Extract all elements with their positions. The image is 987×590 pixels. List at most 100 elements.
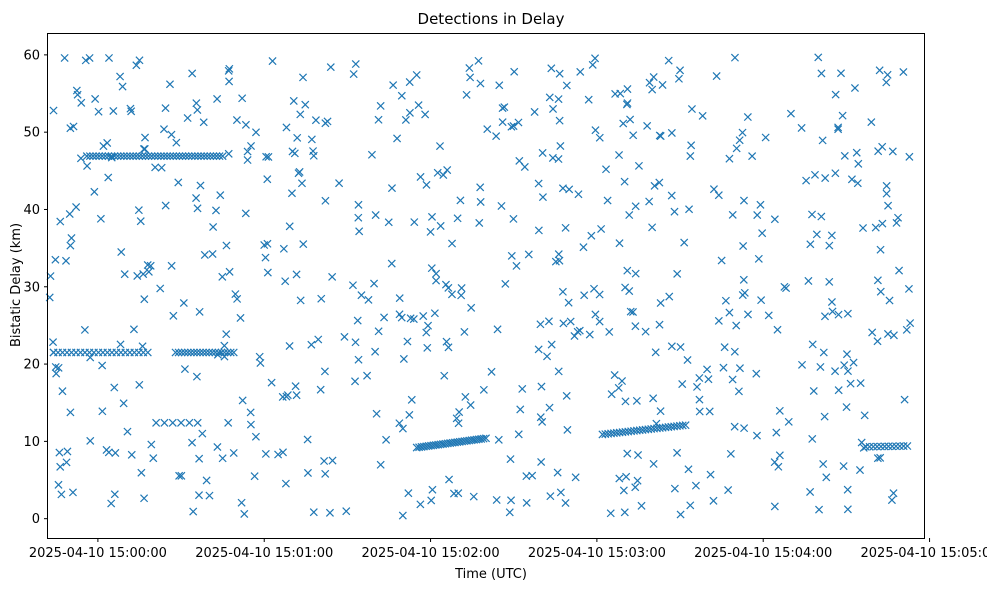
data-point	[69, 122, 78, 131]
data-point	[387, 184, 396, 193]
data-point	[752, 431, 761, 440]
data-point	[770, 502, 779, 511]
data-point	[263, 175, 272, 184]
data-point	[676, 510, 685, 519]
data-point	[241, 209, 250, 218]
data-point	[649, 394, 658, 403]
data-point	[509, 122, 518, 131]
data-point	[882, 78, 891, 87]
data-point	[888, 147, 897, 156]
data-point	[874, 147, 883, 156]
data-point	[224, 418, 233, 427]
data-point	[522, 498, 531, 507]
data-point	[139, 145, 148, 154]
data-point	[193, 105, 202, 114]
data-point	[177, 348, 186, 357]
data-point	[462, 90, 471, 99]
data-point	[296, 110, 305, 119]
data-point	[556, 141, 565, 151]
data-point	[146, 261, 155, 270]
data-point	[104, 53, 114, 62]
data-point	[159, 125, 169, 134]
data-point	[562, 81, 571, 90]
data-point	[847, 175, 856, 184]
data-point	[255, 352, 264, 361]
data-point	[804, 276, 813, 285]
data-point	[101, 152, 110, 161]
data-point	[563, 425, 572, 434]
data-point	[545, 93, 554, 102]
data-point	[725, 308, 734, 317]
data-point	[831, 367, 840, 376]
data-point	[67, 234, 76, 243]
data-point	[439, 170, 448, 180]
data-point	[858, 224, 868, 233]
data-point	[850, 83, 859, 93]
data-point	[584, 95, 593, 104]
data-point	[605, 327, 614, 336]
data-point	[607, 390, 616, 399]
data-point	[224, 66, 233, 75]
data-point	[664, 56, 673, 65]
data-point	[514, 118, 523, 127]
data-point	[72, 86, 81, 95]
data-point	[758, 229, 767, 238]
data-point	[321, 196, 330, 205]
data-point	[109, 106, 118, 116]
data-point	[238, 396, 247, 405]
data-point	[66, 408, 75, 417]
data-point	[433, 168, 442, 177]
data-point	[899, 67, 908, 77]
data-point	[209, 222, 218, 232]
data-point	[827, 297, 836, 307]
data-point	[407, 395, 416, 404]
data-point	[195, 454, 204, 463]
data-point	[770, 215, 779, 224]
data-point	[656, 407, 665, 416]
x-tick-label: 2025-04-10 15:04:00	[694, 546, 832, 561]
data-point	[198, 429, 207, 438]
data-point	[615, 150, 624, 160]
data-point	[616, 89, 625, 98]
data-point	[389, 81, 398, 90]
data-point	[469, 492, 478, 501]
y-tick-label: 50	[23, 126, 40, 141]
data-point	[435, 142, 445, 151]
data-point	[229, 448, 238, 457]
data-point	[892, 442, 901, 451]
data-point	[52, 369, 61, 378]
data-point	[349, 70, 358, 79]
data-point	[479, 385, 488, 394]
data-point	[399, 354, 408, 363]
data-point	[873, 454, 882, 463]
data-point	[854, 159, 863, 168]
data-point	[199, 118, 208, 127]
data-point	[143, 348, 152, 357]
data-point	[719, 363, 728, 372]
data-point	[512, 261, 521, 270]
data-point	[860, 411, 869, 420]
data-point	[196, 181, 205, 190]
data-point	[104, 173, 113, 182]
data-point	[82, 152, 91, 161]
data-point	[289, 96, 298, 105]
data-point	[316, 385, 325, 394]
data-point	[518, 384, 527, 393]
data-point	[623, 99, 632, 108]
data-point	[834, 386, 843, 395]
data-point	[620, 508, 629, 517]
data-point	[735, 364, 744, 373]
data-point	[637, 501, 646, 510]
data-point	[172, 152, 181, 161]
data-point	[274, 450, 283, 459]
data-point	[132, 152, 141, 161]
data-point	[530, 107, 539, 116]
data-point	[558, 287, 567, 296]
data-point	[756, 200, 765, 209]
data-point	[65, 209, 74, 219]
data-point	[374, 115, 383, 124]
data-point	[175, 152, 184, 161]
data-point	[116, 340, 125, 349]
data-point	[905, 152, 914, 161]
data-point	[167, 130, 176, 139]
